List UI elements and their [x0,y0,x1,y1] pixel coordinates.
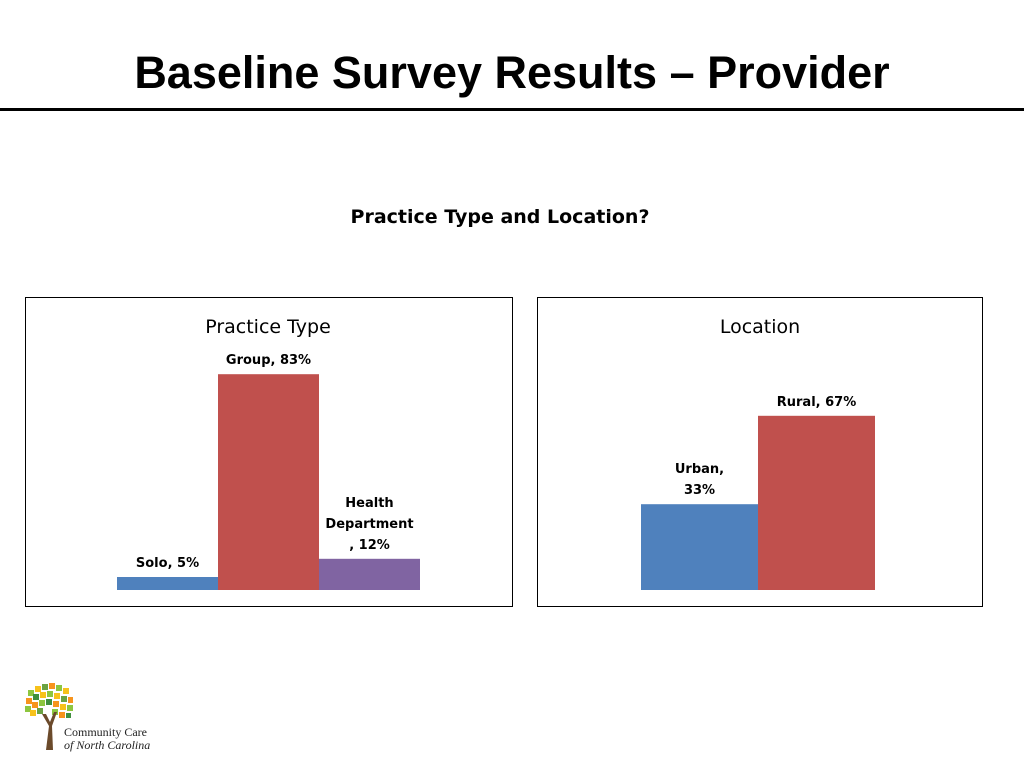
data-label-urban: Urban, 33% [675,462,724,498]
logo-line-1: Community Care [64,725,147,739]
data-label-health-department: Health Department, 12% [325,496,413,553]
bar-solo [117,577,218,590]
chart-title: Practice Type [205,316,331,338]
data-label-solo: Solo, 5% [136,556,199,571]
logo-line-2: of North Carolina [64,738,151,752]
logo-text: Community Care of North Carolina [64,726,150,752]
page-title: Baseline Survey Results – Provider [134,47,890,98]
tree-icon [25,683,73,750]
data-label-group: Group, 83% [226,353,311,368]
practice-type-chart: Practice Type Solo, 5% Group, 83% Health Dep… [25,297,513,607]
bar-rural [758,415,875,590]
chart-title: Location [720,316,800,338]
data-label-rural: Rural, 67% [777,395,857,410]
slide-subtitle: Practice Type and Location? [350,206,650,228]
bar-group [218,374,319,590]
practice-type-chart-svg: Practice Type Solo, 5% Group, 83% Health Dep… [117,316,420,590]
bar-urban [641,504,758,590]
location-chart: Location Urban, 33% Rural, 67% [537,297,983,607]
title-divider [0,108,1024,111]
location-chart-svg: Location Urban, 33% Rural, 67% [641,316,875,590]
community-care-logo [25,683,73,750]
bar-health-department [319,558,420,590]
